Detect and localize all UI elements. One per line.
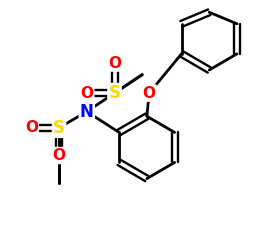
Text: S: S <box>53 119 65 137</box>
Text: O: O <box>25 120 38 135</box>
Text: O: O <box>80 86 93 101</box>
Text: S: S <box>109 84 120 102</box>
Text: O: O <box>143 86 156 101</box>
Text: O: O <box>53 148 65 163</box>
Text: N: N <box>80 103 94 121</box>
Text: O: O <box>108 56 121 71</box>
